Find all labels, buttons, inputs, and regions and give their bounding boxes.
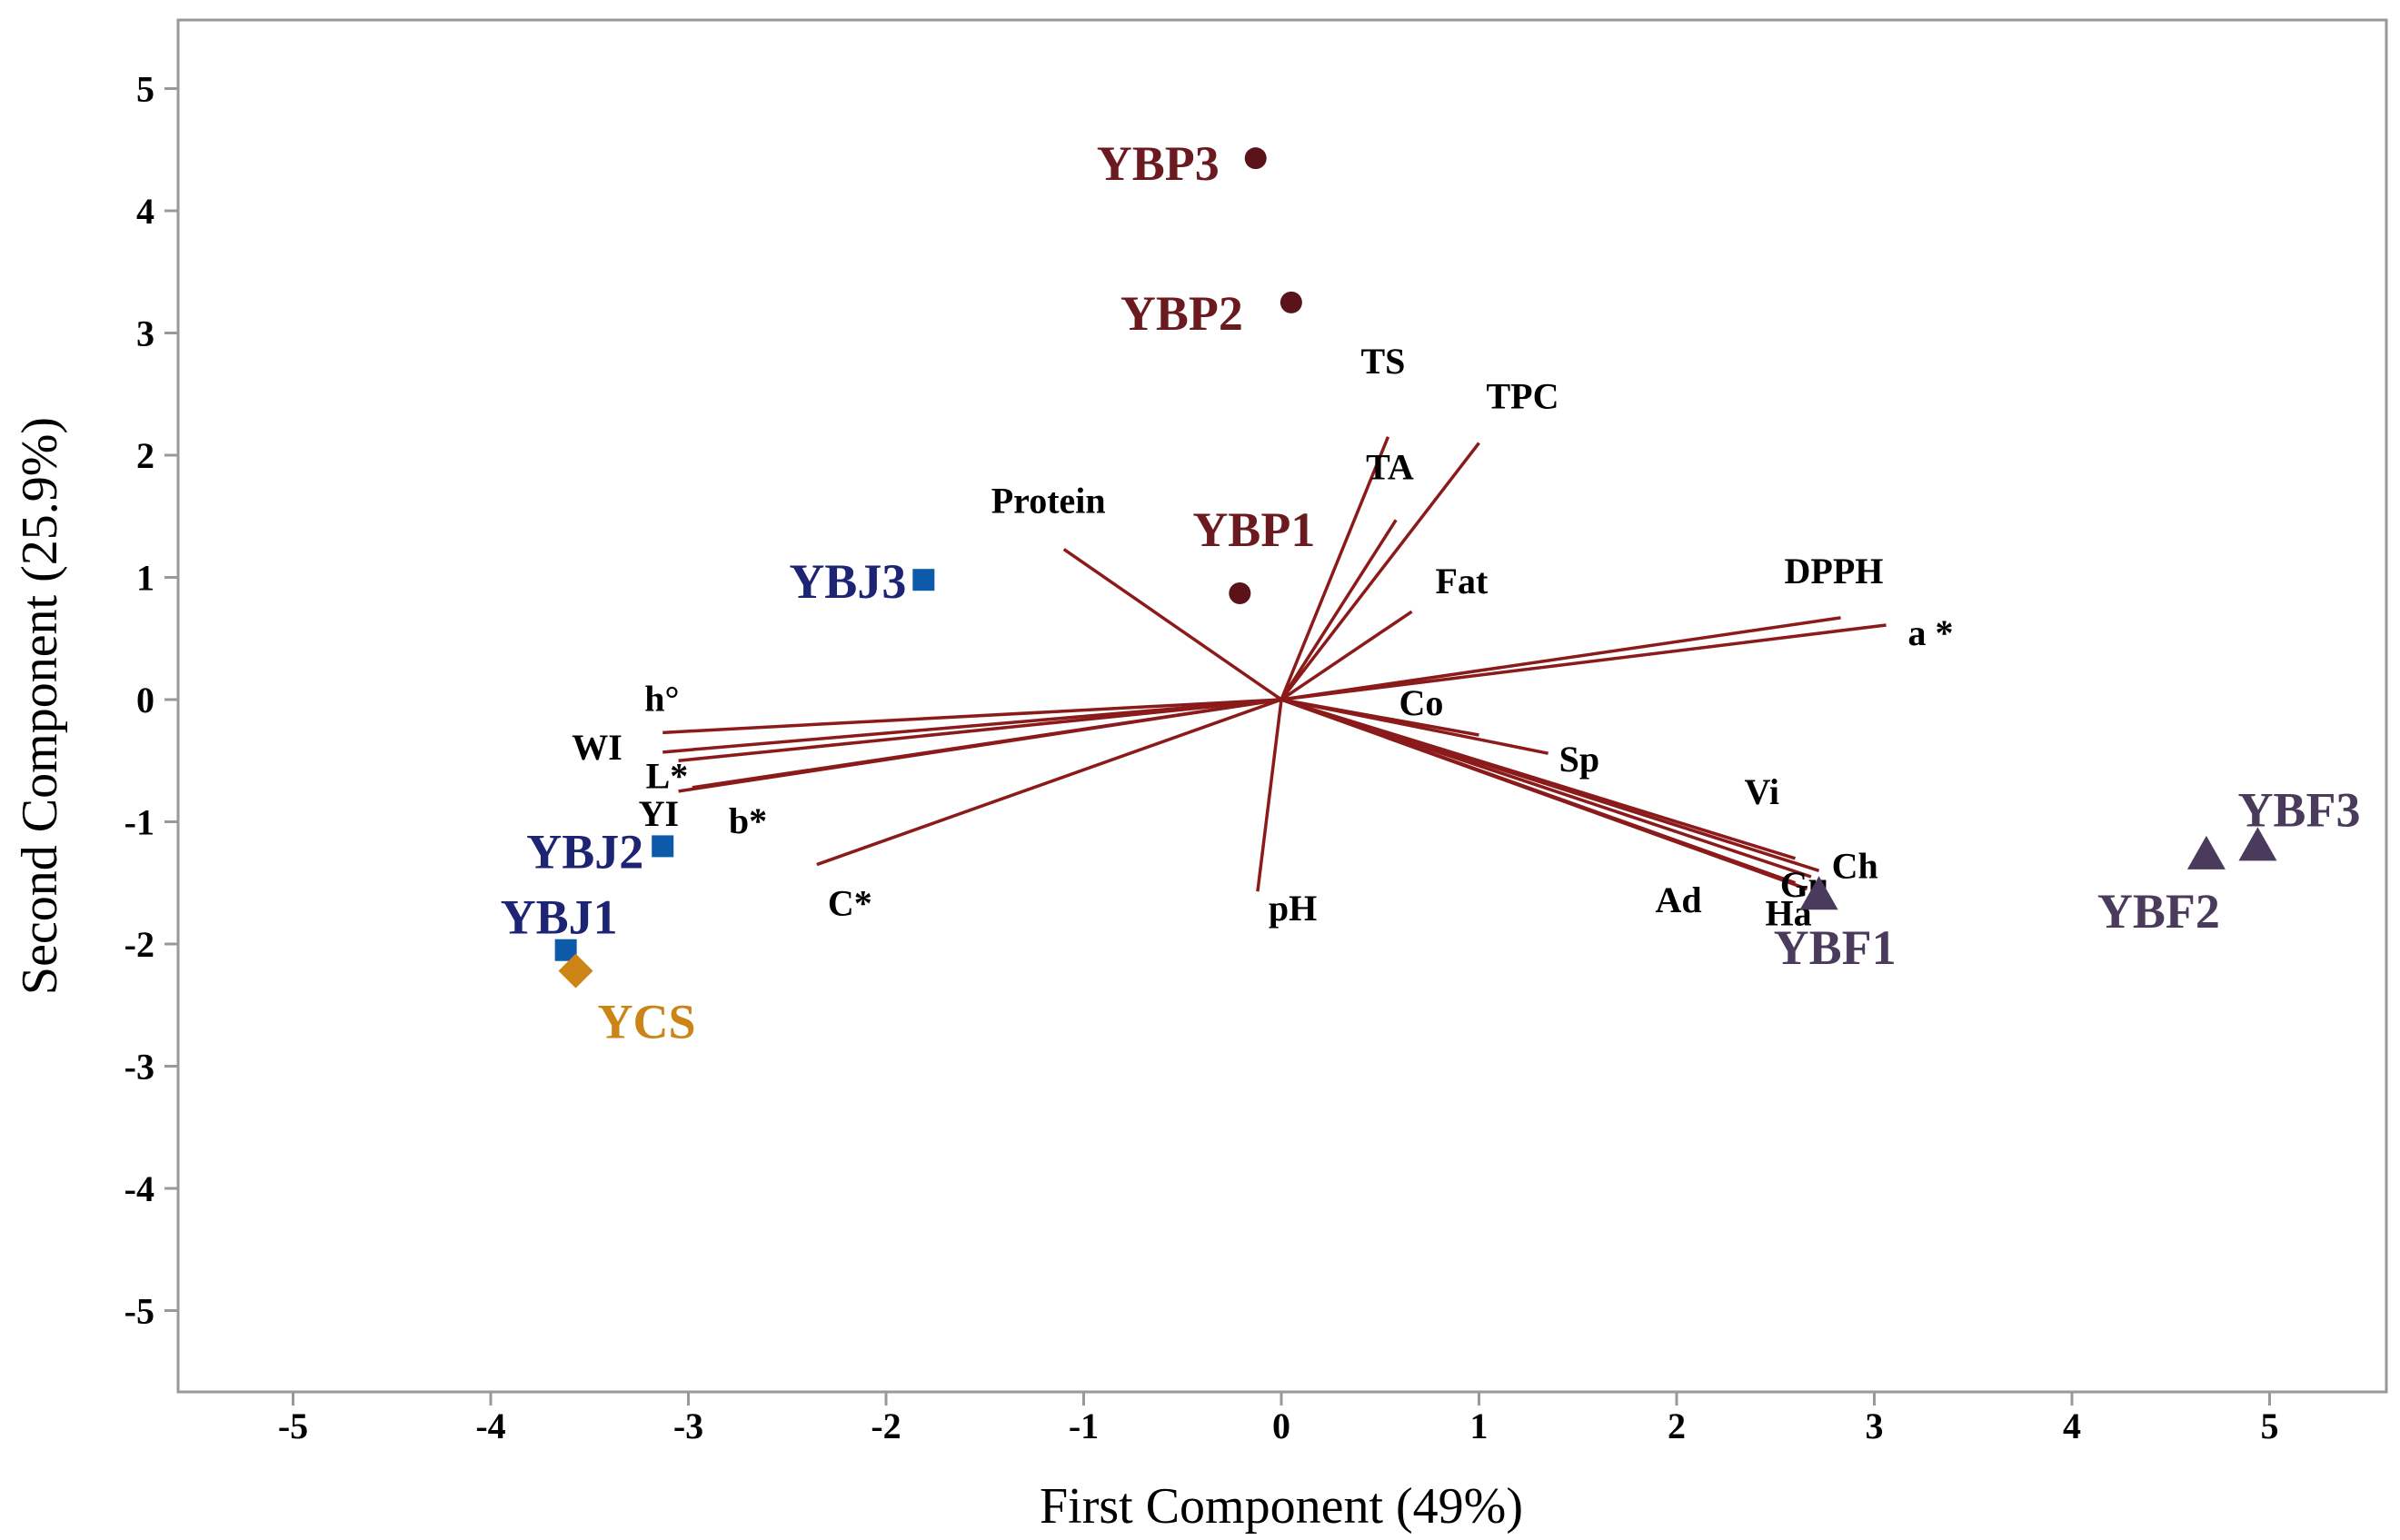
score-label-ybj3: YBJ3 [789, 554, 906, 609]
score-label-ybp1: YBP1 [1192, 502, 1315, 557]
x-tick-label: 2 [1668, 1406, 1686, 1446]
loading-vector-l [678, 698, 1282, 762]
loading-label-ad: Ad [1656, 879, 1702, 920]
score-point-ybf3 [2238, 827, 2277, 861]
score-point-ybf1 [1799, 876, 1838, 910]
loading-vector-c [816, 698, 1282, 867]
x-tick-label: 5 [2261, 1406, 2279, 1446]
loading-label-wi: WI [572, 727, 622, 768]
y-tick-label: -5 [124, 1291, 154, 1332]
y-tick-label: -4 [124, 1168, 154, 1209]
x-tick-label: -5 [278, 1406, 308, 1446]
loading-vector-b [692, 698, 1282, 790]
score-label-ybj2: YBJ2 [526, 824, 643, 879]
loading-vectors [662, 436, 1887, 892]
loading-vector-wi [662, 698, 1282, 754]
loading-vector-dpph [1280, 616, 1841, 701]
loading-vector-ad [1280, 698, 1797, 885]
loading-label-h: h° [644, 678, 679, 719]
y-tick-label: 3 [136, 313, 154, 354]
score-label-ycs: YCS [598, 995, 696, 1049]
score-point-ybp3 [1244, 147, 1267, 170]
y-tick-label: -2 [124, 924, 154, 965]
loading-label-dpph: DPPH [1785, 551, 1884, 591]
y-axis-title: Second Component (25.9%) [12, 417, 68, 995]
y-tick-label: -3 [124, 1047, 154, 1088]
score-label-ybp2: YBP2 [1120, 286, 1243, 341]
y-tick-label: 2 [136, 435, 154, 476]
y-tick-label: 0 [136, 680, 154, 720]
loading-label-l: L* [646, 755, 689, 796]
score-label-ybf1: YBF1 [1774, 920, 1897, 975]
score-point-ybj2 [652, 835, 674, 858]
loading-label-yi: YI [639, 793, 679, 834]
loading-vector-h [662, 698, 1282, 735]
y-axis-ticks: 5 4 3 2 1 0 -1 -2 -3 -4 -5 [124, 69, 178, 1332]
score-label-ybj1: YBJ1 [501, 890, 618, 945]
score-label-ybf2: YBF2 [2097, 884, 2220, 939]
x-axis-ticks: -5 -4 -3 -2 -1 0 1 2 3 4 5 [278, 1392, 2279, 1446]
y-tick-label: 5 [136, 69, 154, 110]
x-tick-label: -4 [475, 1406, 505, 1446]
x-tick-label: 1 [1470, 1406, 1489, 1446]
loading-label-ta: TA [1366, 446, 1414, 487]
loading-vector-a [1280, 623, 1887, 701]
x-tick-label: 4 [2063, 1406, 2081, 1446]
loading-label-ch: Ch [1832, 845, 1878, 886]
score-point-ybf2 [2186, 835, 2226, 869]
loading-vector-sp [1280, 698, 1549, 755]
score-labels: YBP3 YBP2 YBP1 YBJ3 YBJ2 YBJ1 YCS YBF1 YBF2 YBF3 [501, 136, 2361, 1048]
x-tick-label: -1 [1069, 1406, 1099, 1446]
loading-vector-ts [1280, 436, 1390, 700]
x-tick-label: 3 [1866, 1406, 1884, 1446]
y-tick-label: 4 [136, 191, 154, 232]
loading-label-tpc: TPC [1487, 376, 1559, 417]
loading-label-ha: Ha [1766, 892, 1812, 933]
loading-vector-tpc [1280, 442, 1480, 701]
x-tick-label: 0 [1272, 1406, 1290, 1446]
score-label-ybf3: YBF3 [2237, 782, 2360, 837]
loading-label-protein: Protein [991, 481, 1106, 522]
y-tick-label: -1 [124, 802, 154, 843]
score-point-ybp1 [1229, 581, 1251, 604]
loading-vector-ta [1280, 519, 1398, 700]
score-point-ybp2 [1280, 291, 1302, 313]
loading-label-sp: Sp [1559, 739, 1600, 780]
loading-vector-gu [1280, 698, 1812, 879]
loading-label-b: b* [729, 800, 767, 841]
plot-frame [176, 18, 2388, 1394]
loading-label-co: Co [1399, 682, 1444, 723]
loading-label-c: C* [828, 883, 872, 924]
loading-vector-fat [1280, 610, 1413, 701]
score-label-ybp3: YBP3 [1097, 136, 1220, 191]
loading-label-fat: Fat [1436, 561, 1489, 601]
loading-label-ph: pH [1269, 888, 1317, 929]
score-points [554, 147, 2277, 989]
score-point-ycs [558, 953, 593, 989]
loading-label-vi: Vi [1745, 771, 1780, 812]
x-axis-title: First Component (49%) [1040, 1478, 1523, 1535]
loading-label-a: a * [1908, 612, 1954, 653]
loading-vector-protein [1062, 548, 1282, 701]
score-point-ybj3 [912, 569, 935, 591]
loading-vector-ph [1256, 699, 1283, 892]
x-tick-label: -2 [871, 1406, 901, 1446]
loading-label-ts: TS [1360, 341, 1405, 382]
x-tick-label: -3 [673, 1406, 703, 1446]
y-tick-label: 1 [136, 558, 154, 599]
